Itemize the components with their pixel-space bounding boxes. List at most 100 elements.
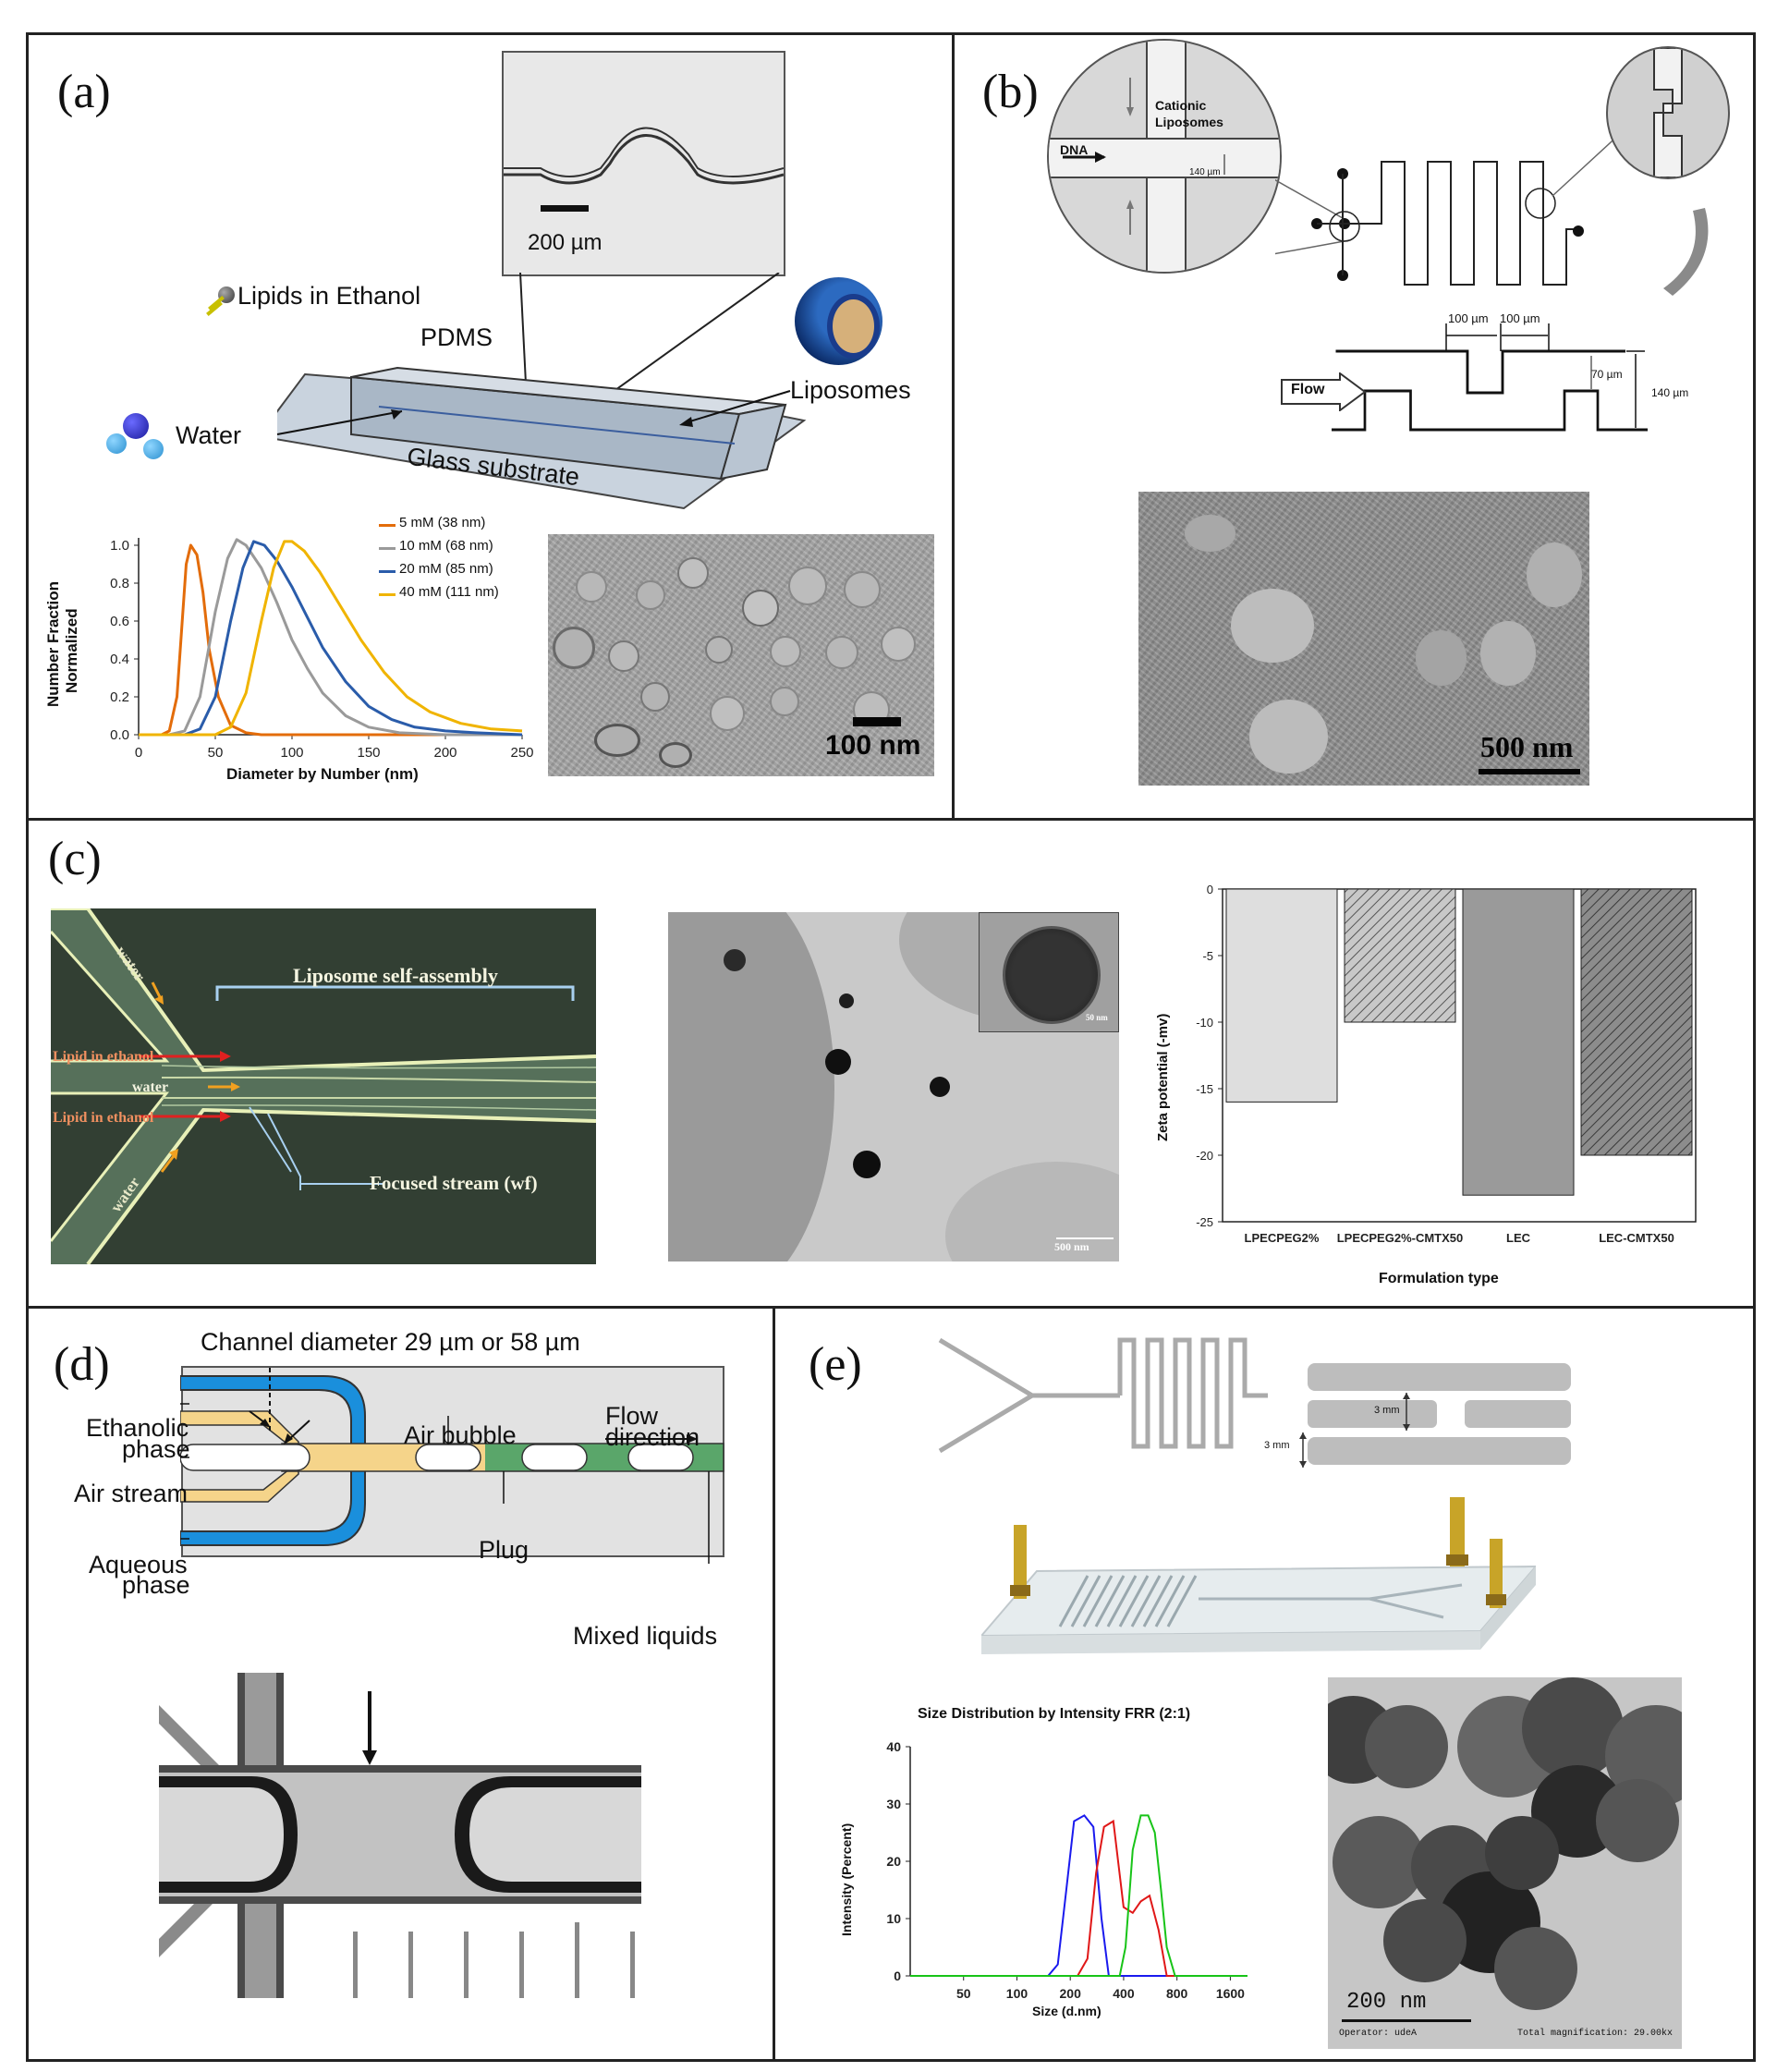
chart-c-ytick-label: -15 [1196,1082,1213,1096]
panel-e-serpentine-schematic [938,1337,1268,1454]
air-bubble-label: Air bubble [404,1421,517,1449]
liposome-icon [795,277,882,365]
panel-b-label: (b) [982,66,1039,118]
chart-a-ytick-label: 0.6 [110,614,129,629]
panel-e-operator: Operator: udeA [1339,2029,1418,2039]
legend-a-line-0 [379,524,396,527]
panel-b-baffle-dimensions [1332,323,1649,432]
panel-a-chip-schematic [277,366,807,510]
panel-e-tem-image: 200 nm Operator: udeA Total magnificatio… [1328,1677,1682,2049]
chart-c-category-label: LPECPEG2%-CMTX50 [1337,1231,1464,1245]
chart-a-xtick-label: 0 [135,745,142,761]
chart-e-xtick-label: 1600 [1216,1986,1245,2001]
panel-c-tem-image: 50 nm 500 nm [668,912,1119,1261]
chart-a-series-3 [139,540,523,737]
chart-c-ytick-label: -5 [1202,949,1213,963]
chart-e-xlabel: Size (d.nm) [1032,2004,1101,2018]
chart-a-xlabel: Diameter by Number (nm) [226,765,419,783]
panel-c-inset-scale: 50 nm [1086,1013,1108,1022]
ethanolic-phase-label: phase [122,1435,190,1463]
chart-e-ytick-label: 20 [886,1854,901,1869]
chart-a-legend: 5 mM (38 nm) 10 mM (68 nm) 20 mM (85 nm)… [379,515,550,616]
legend-a-line-1 [379,547,396,550]
aqueous-label: Aqueous [89,1551,188,1578]
panel-c-tem-inset: 50 nm [979,912,1119,1032]
chart-a-xtick-label: 100 [280,745,303,761]
chart-a-axes: 0 50 100 150 200 250 0.0 0.2 0.4 0.6 0.8 1.0 [110,538,534,761]
chart-a-series-0 [139,543,522,737]
panel-e-magnification: Total magnification: 29.00kx [1517,2029,1674,2039]
dim-140-label: 140 µm [1651,386,1689,399]
chart-c-ytick-label: -25 [1196,1215,1213,1229]
chart-a-ylabel-line1: Number Fraction [44,580,62,707]
chart-c-category-label: LPECPEG2% [1245,1231,1320,1245]
panel-b-tem-scale: 500 nm [1480,730,1574,763]
panel-b-baffle-zoom [1606,46,1730,179]
legend-a-label-1: 10 mM (68 nm) [399,538,493,554]
chart-e-xtick-label: 400 [1113,1986,1135,2001]
chart-a-ytick-label: 1.0 [110,538,129,554]
panel-c-tem-scale: 500 nm [1054,1240,1089,1253]
chart-c-bar-3 [1580,888,1693,1156]
chart-c-ytick-label: 0 [1207,883,1213,896]
cationic-label: Cationic [1155,98,1207,113]
ethanolic-label: Ethanolic [86,1414,189,1442]
chart-e-series-1 [910,1819,1248,1977]
divider-de [773,1306,775,2062]
legend-a-line-3 [379,593,396,596]
panel-d-plug-schematic [180,1365,724,1564]
chart-c-category-label: LEC-CMTX50 [1599,1231,1674,1245]
chart-a-ylabel-line2: Normalized [63,608,80,693]
chart-a-xtick-label: 200 [433,745,456,761]
self-assembly-label: Liposome self-assembly [293,964,498,987]
chart-c-ylabel: Zeta potential (-mv) [1155,1013,1171,1141]
panel-e-device-photo [981,1497,1536,1654]
panel-d-label: (d) [54,1338,110,1391]
channel-diameter-label: Channel diameter 29 µm or 58 µm [201,1328,580,1356]
dim-3mm-b-label: 3 mm [1264,1440,1290,1451]
figure-frame [26,32,1756,2062]
liposomes-arrow [679,390,791,427]
legend-a-line-2 [379,570,396,573]
panel-a-chart-ylabel: Number Fraction Normalized [18,581,148,707]
water-label: Water [176,421,242,449]
chart-e-xtick-label: 200 [1060,1986,1082,2001]
legend-a-label-2: 20 mM (85 nm) [399,561,493,577]
panel-b-tem-image: 500 nm [1138,492,1589,786]
chart-e-ylabel: Intensity (Percent) [839,1822,854,1936]
chart-c-axes: 0 -5 -10 -15 -20 -25 LPECPEG2% LPECPEG2%-CMTX50… [1196,883,1697,1245]
chart-c-bars [1225,888,1693,1196]
chart-c-ytick-label: -20 [1196,1149,1213,1163]
panel-e-label: (e) [809,1338,862,1391]
chart-e-title: Size Distribution by Intensity FRR (2:1) [918,1706,1191,1722]
chart-a-ytick-label: 0.4 [110,652,129,667]
chart-a-lines [139,538,523,737]
chart-c-bar-0 [1225,888,1338,1103]
chart-c-ytick-label: -10 [1196,1016,1213,1030]
chart-a-xtick-label: 150 [357,745,380,761]
panel-a-tem-scale: 100 nm [825,730,921,761]
liposomes-label: Liposomes [790,376,911,404]
chart-a-xtick-label: 50 [208,745,224,761]
panel-a-tem-image: 100 nm [548,534,934,776]
panel-a-inset-micrograph: 200 µm [502,51,785,276]
panel-a-inset-scale: 200 µm [528,230,602,255]
panel-c-channel-image: water Liposome self-assembly Lipid in et… [51,908,596,1264]
chart-c-category-label: LEC [1506,1231,1531,1245]
panel-c-zeta-chart: 0 -5 -10 -15 -20 -25 LPECPEG2% LPECPEG2%-CMTX50… [1196,883,1697,1245]
chart-a-ytick-label: 0.8 [110,576,129,591]
flow-d-label: Flow [605,1402,659,1430]
chart-e-xtick-label: 100 [1006,1986,1028,2001]
panel-e-layer-schematic [1299,1363,1571,1468]
panel-a-label: (a) [57,66,111,118]
chart-e-ytick-label: 40 [886,1739,901,1754]
panel-a-size-chart: 0 50 100 150 200 250 0.0 0.2 0.4 0.6 0.8 1.0 [110,538,534,761]
divider-row1 [26,818,1756,821]
panel-b-junction-zoom: Cationic Liposomes DNA 140 µm [1047,39,1282,274]
flow-label: Flow [1291,382,1325,397]
chart-e-ytick-label: 0 [894,1968,901,1983]
chart-c-frame [1222,888,1697,1223]
legend-a-label-0: 5 mM (38 nm) [399,515,486,530]
panel-e-tem-scale: 200 nm [1346,1990,1427,2015]
divider-ab [952,32,955,818]
